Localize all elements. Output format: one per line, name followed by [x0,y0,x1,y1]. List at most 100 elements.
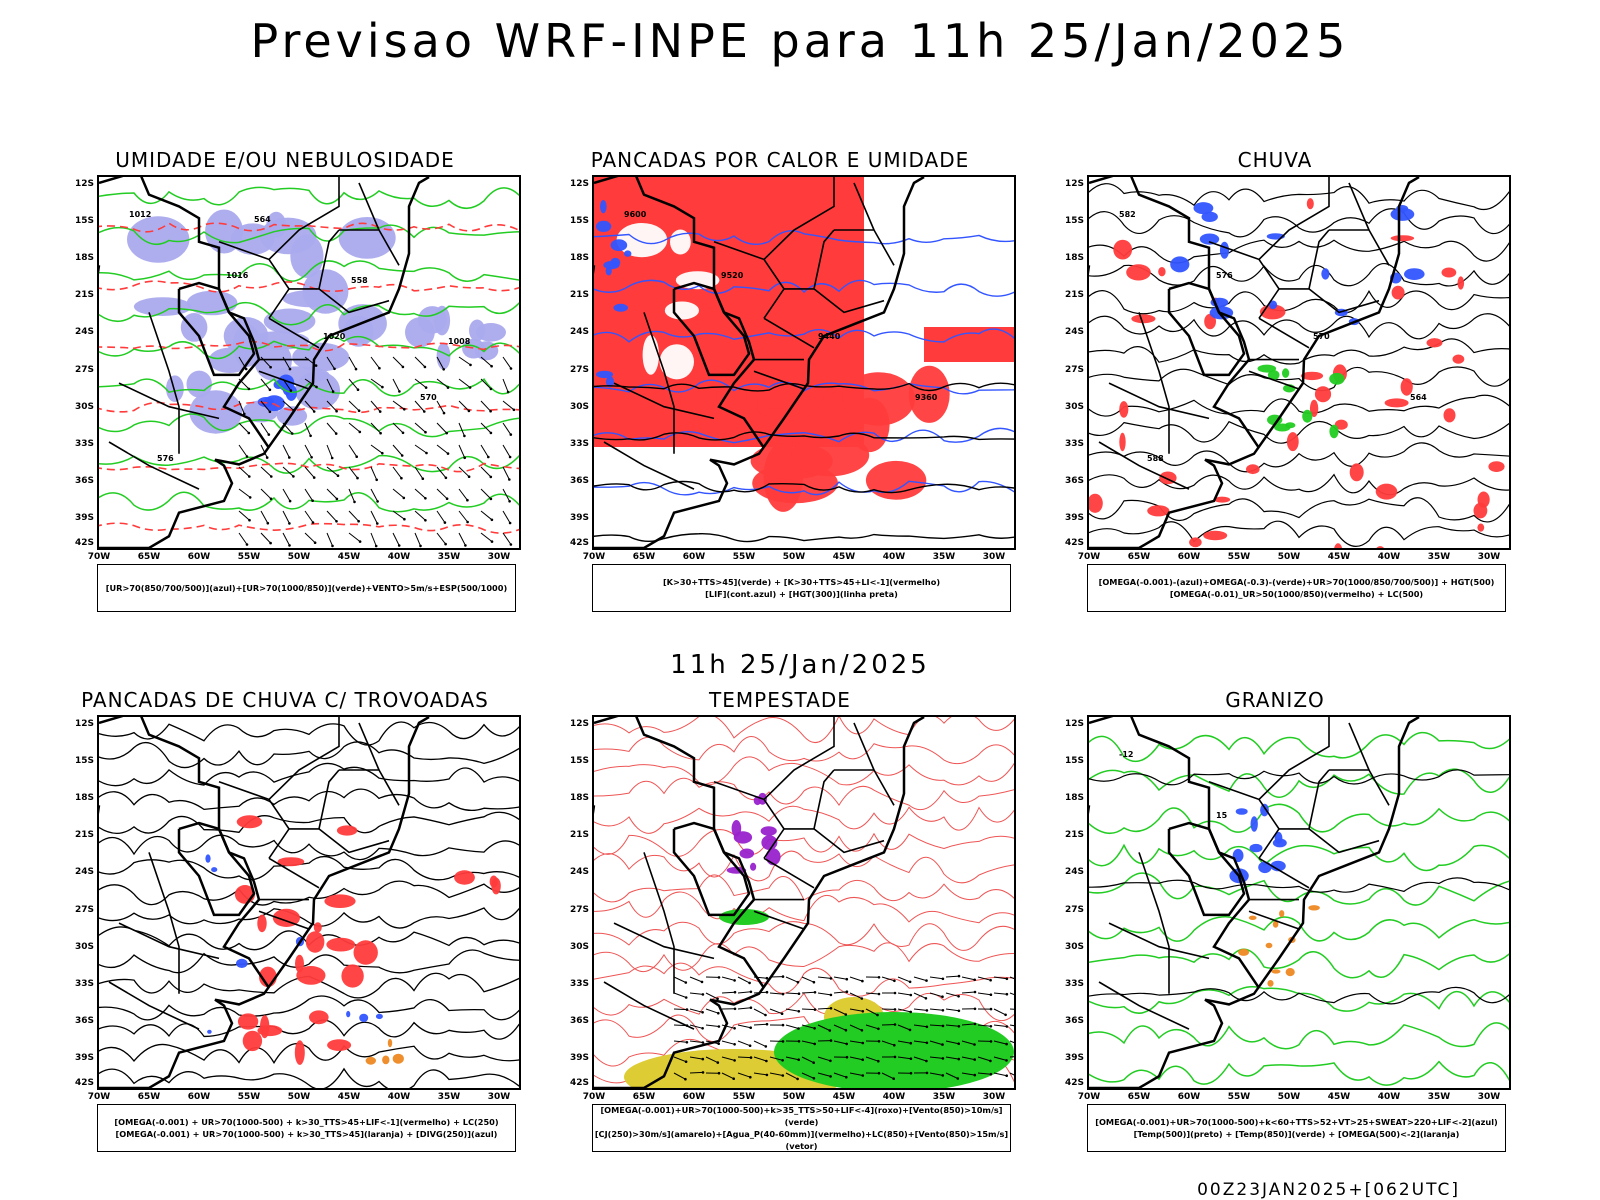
storm-area-purple [739,848,755,859]
longitude-tick-label: 45W [337,552,361,562]
wind-vector [737,1072,752,1079]
wind-vector [304,400,316,413]
wind-vector [881,1055,897,1059]
longitude-tick-label: 40W [882,552,906,562]
wind-vector [993,1024,1009,1028]
longitude-tick-label: 45W [337,1092,361,1102]
wind-vector [370,356,381,370]
storm-area-purple [761,835,778,850]
rain-area-red [1131,314,1156,324]
contour-label: 576 [157,454,174,463]
forecast-map [97,715,521,1090]
rain-area-red [1390,235,1415,242]
storm-area-red [295,954,304,973]
latitude-tick-label: 18S [74,253,94,264]
longitude-tick-label: 65W [137,1092,161,1102]
state-border [1108,922,1210,960]
latitude-tick-label: 27S [569,364,589,375]
wind-vector [502,422,513,436]
longitude-tick-label: 50W [1277,552,1301,562]
wind-vector [929,992,944,998]
streamline-black [99,1067,519,1088]
wind-vector [849,1024,864,1032]
thickness-contour-red [99,222,519,233]
wind-vector [945,1072,960,1080]
wind-vector [370,378,384,389]
wind-vector [961,1056,976,1061]
hail-area-blue [1260,803,1269,817]
state-border [1258,177,1330,260]
wind-vector [865,992,881,996]
latitude-tick-label: 27S [1064,904,1084,915]
latitude-tick-label: 27S [74,904,94,915]
longitude-tick-label: 50W [782,552,806,562]
rain-area-red [1473,502,1488,519]
divergence-area-blue [205,854,211,863]
omega-area-orange [1267,980,1274,987]
humidity-contour-green [99,413,519,438]
instability-area-red [908,365,950,423]
wind-vector [392,444,404,457]
contour-label: 1012 [129,210,151,219]
wind-vector [370,488,379,503]
state-border [268,717,340,800]
wind-vector [689,1040,705,1044]
wind-vector [392,510,406,521]
wind-vector [785,1008,801,1013]
latitude-tick-label: 42S [74,1078,94,1088]
storm-area-purple [733,831,753,844]
rain-area-red [1349,463,1364,482]
latitude-tick-label: 15S [569,216,589,227]
wind-vector [849,1072,865,1077]
state-border [1258,717,1330,800]
latitude-tick-label: 33S [74,978,94,989]
legend-box: [OMEGA(-0.001)-(azul)+OMEGA(-0.3)-(verde… [1087,564,1506,612]
state-border [268,857,320,889]
storm-area-red [305,931,325,953]
wind-vector [392,488,406,500]
rain-area-red [1375,483,1398,500]
state-border [753,910,805,930]
hgt-contour-black [594,480,1014,494]
longitude-tick-label: 40W [387,1092,411,1102]
wind-vector [436,510,447,524]
contour-label: 564 [254,215,271,224]
wind-vector [502,466,511,481]
wind-vector [326,422,338,435]
state-border [289,769,340,830]
wind-vector [769,1072,785,1077]
latitude-tick-label: 33S [1064,438,1084,449]
state-border [643,312,675,454]
state-border [763,317,815,349]
latitude-tick-label: 21S [1064,290,1084,301]
state-border [1329,229,1390,266]
state-border [853,722,875,771]
wind-vector [238,444,249,458]
latitude-tick-label: 36S [569,1015,589,1026]
legend-line: [OMEGA(-0.001)+UR>70(1000-500)+k<60+TTS>… [1095,1117,1498,1127]
wind-vector [721,1072,735,1080]
wind-vector [502,400,516,412]
wind-vector [480,466,493,479]
longitude-tick-label: 30W [982,1092,1006,1102]
omega-area-blue [1219,241,1230,259]
wind-vector [348,378,360,391]
rain-area-red [1119,432,1126,452]
wind-vector [304,378,318,389]
wind-vector [260,444,269,459]
country-border [1089,177,1261,449]
streamline-850-red [594,891,1014,924]
wind-vector [458,532,467,547]
wind-vector [480,422,493,435]
wind-vector [414,378,428,389]
longitude-tick-label: 60W [682,552,706,562]
longitude-tick-label: 55W [237,1092,261,1102]
streamline-black [99,972,519,999]
streamline-black [99,788,519,812]
wind-vector [929,976,945,981]
wind-vector [881,976,896,983]
wind-vector [961,976,976,982]
map-panel: UMIDADE E/OU NEBULOSIDADE 1012 1016 1020 570… [50,148,521,628]
longitude-tick-label: 50W [782,1092,806,1102]
streamline-850-red [594,756,1014,786]
